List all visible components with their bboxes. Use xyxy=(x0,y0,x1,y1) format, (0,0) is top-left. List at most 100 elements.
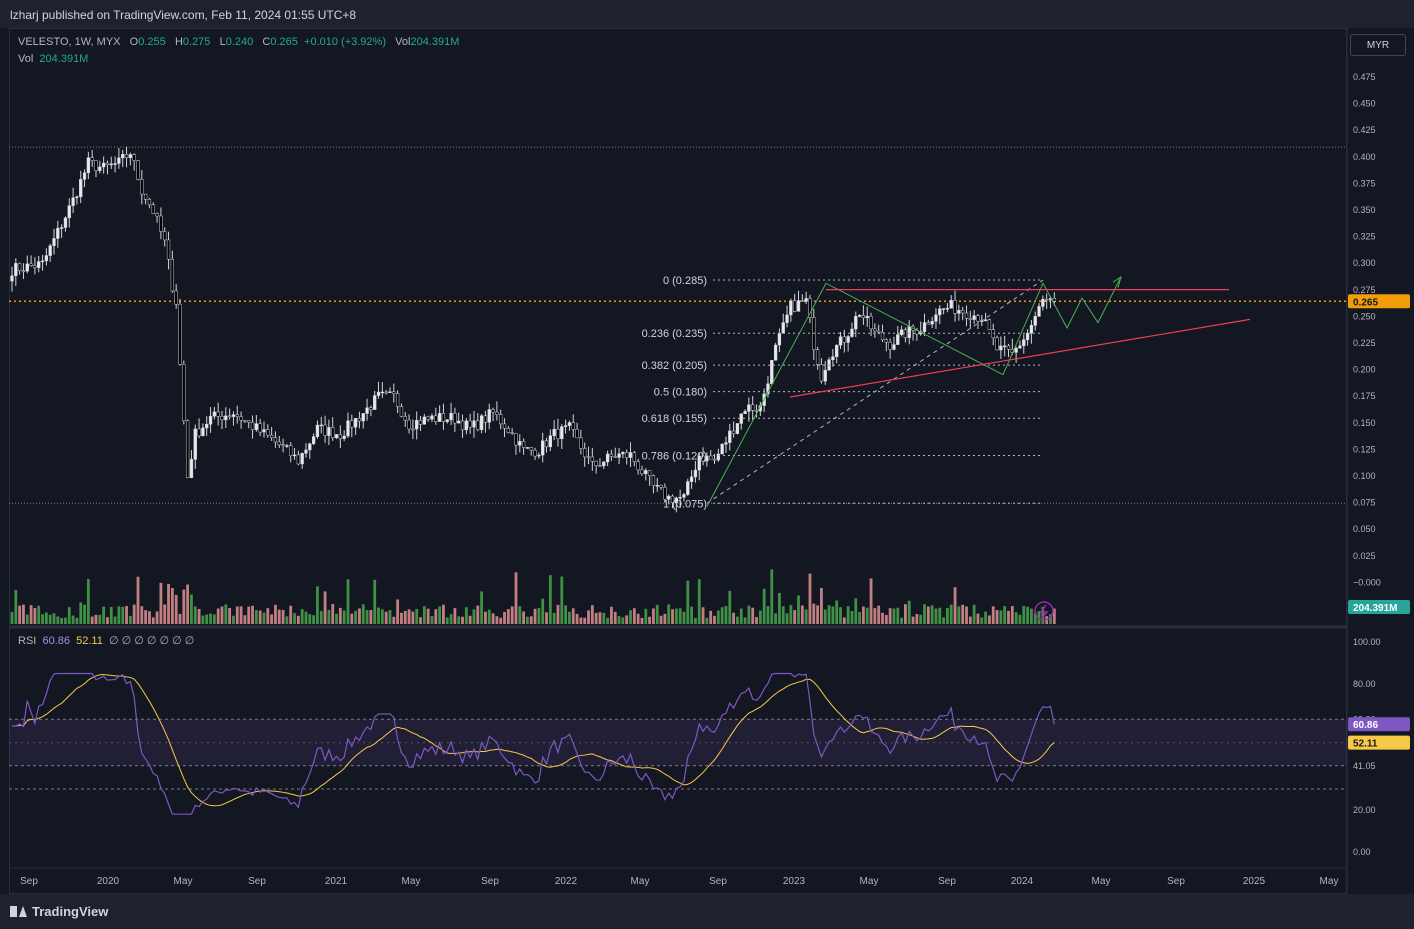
candle-body xyxy=(739,413,743,424)
tradingview-logo[interactable]: TradingView xyxy=(10,904,108,919)
symbol-name[interactable]: VELESTO, 1W, MYX xyxy=(18,36,121,48)
time-tick-label: 2024 xyxy=(1011,876,1034,887)
candle-body xyxy=(781,322,785,334)
volume-bar xyxy=(64,617,67,624)
candle-body xyxy=(972,315,976,320)
volume-bar xyxy=(400,612,403,624)
volume-bar xyxy=(548,575,552,624)
volume-label[interactable]: Vol xyxy=(18,53,34,65)
fib-trend-line xyxy=(706,279,1044,504)
volume-bar xyxy=(491,613,495,624)
volume-bar xyxy=(155,611,159,624)
candle-body xyxy=(90,157,94,161)
currency-button[interactable]: MYR xyxy=(1350,34,1406,56)
close-label: C xyxy=(262,36,271,48)
projection-arrow-icon xyxy=(1112,275,1122,288)
volume-bar xyxy=(128,615,132,624)
volume-bar xyxy=(732,612,736,624)
candle-body xyxy=(319,424,323,427)
volume-bar xyxy=(106,617,109,624)
bottom-bar xyxy=(0,894,1414,929)
volume-bar xyxy=(785,613,789,624)
candle-body xyxy=(128,154,133,158)
candle-body xyxy=(938,308,942,316)
candle-body xyxy=(205,423,209,429)
volume-bar xyxy=(1037,611,1041,624)
rsi-tick-label: 100.00 xyxy=(1353,637,1381,647)
candle-body xyxy=(609,453,614,457)
open-label: O xyxy=(129,36,139,48)
time-tick-label: Sep xyxy=(1167,876,1185,887)
volume-bar xyxy=(598,612,602,624)
volume-bar xyxy=(968,616,972,624)
price-tick-label: 0.175 xyxy=(1353,391,1376,401)
candle-body xyxy=(163,231,167,241)
volume-bar xyxy=(277,609,281,624)
volume-bar xyxy=(850,610,854,624)
volume-bar xyxy=(209,613,212,624)
candle-body xyxy=(75,196,79,199)
candle-body xyxy=(14,263,18,277)
volume-bar xyxy=(842,617,846,624)
candle-body xyxy=(922,322,927,332)
volume-bar xyxy=(10,611,14,624)
volume-bar xyxy=(75,617,79,624)
candle-body xyxy=(170,259,175,292)
volume-bar xyxy=(808,573,812,624)
volume-bar xyxy=(526,616,529,624)
candle-body xyxy=(602,461,606,467)
candle-body xyxy=(499,414,503,425)
candle-body xyxy=(888,341,892,350)
volume-bar xyxy=(472,609,476,624)
fib-level-label: 0.786 (0.120) xyxy=(642,450,707,462)
candle-body xyxy=(892,344,896,350)
candle-body xyxy=(235,414,239,417)
candle-body xyxy=(1003,345,1007,348)
volume-bar xyxy=(644,608,648,624)
volume-bar xyxy=(461,616,464,624)
volume-bar xyxy=(308,614,312,624)
volume-bar xyxy=(1049,614,1052,624)
volume-bar xyxy=(747,605,751,624)
tradingview-logo-icon xyxy=(10,906,28,917)
candle-body xyxy=(1045,298,1049,301)
rsi-ma-line xyxy=(12,674,1055,807)
candle-body xyxy=(495,411,499,415)
volume-bar xyxy=(197,609,201,624)
volume-bar xyxy=(674,608,678,624)
candle-body xyxy=(483,415,488,423)
candle-body xyxy=(365,407,369,414)
candle-body xyxy=(880,332,885,341)
candle-body xyxy=(930,321,934,325)
rsi-label[interactable]: RSI xyxy=(18,635,37,647)
volume-bar xyxy=(1003,606,1007,624)
candle-body xyxy=(67,205,71,219)
volume-bar xyxy=(571,608,575,624)
candle-body xyxy=(590,456,594,462)
candle-body xyxy=(877,330,881,333)
candle-body xyxy=(861,314,866,319)
candle-body xyxy=(514,433,518,446)
candle-body xyxy=(506,428,510,433)
candle-body xyxy=(457,420,461,424)
price-tick-label: 0.300 xyxy=(1353,258,1376,268)
volume-bar xyxy=(453,608,457,624)
volume-bar xyxy=(251,605,254,624)
candle-body xyxy=(831,356,835,361)
time-tick-label: May xyxy=(860,876,879,887)
volume-bar xyxy=(167,583,170,624)
rsi-extra-values: ∅ ∅ ∅ ∅ ∅ ∅ ∅ xyxy=(108,635,195,647)
volume-bar xyxy=(407,609,411,624)
candle-body xyxy=(388,391,392,394)
candle-body xyxy=(86,157,91,174)
candle-body xyxy=(644,470,648,475)
candle-body xyxy=(579,437,583,449)
candle-body xyxy=(594,460,598,466)
rsi-badge-bg xyxy=(1348,717,1410,732)
candle-body xyxy=(17,263,22,272)
volume-bar xyxy=(907,600,911,624)
time-tick-label: 2020 xyxy=(97,876,120,887)
candle-body xyxy=(373,395,377,410)
volume-bar xyxy=(823,609,827,624)
